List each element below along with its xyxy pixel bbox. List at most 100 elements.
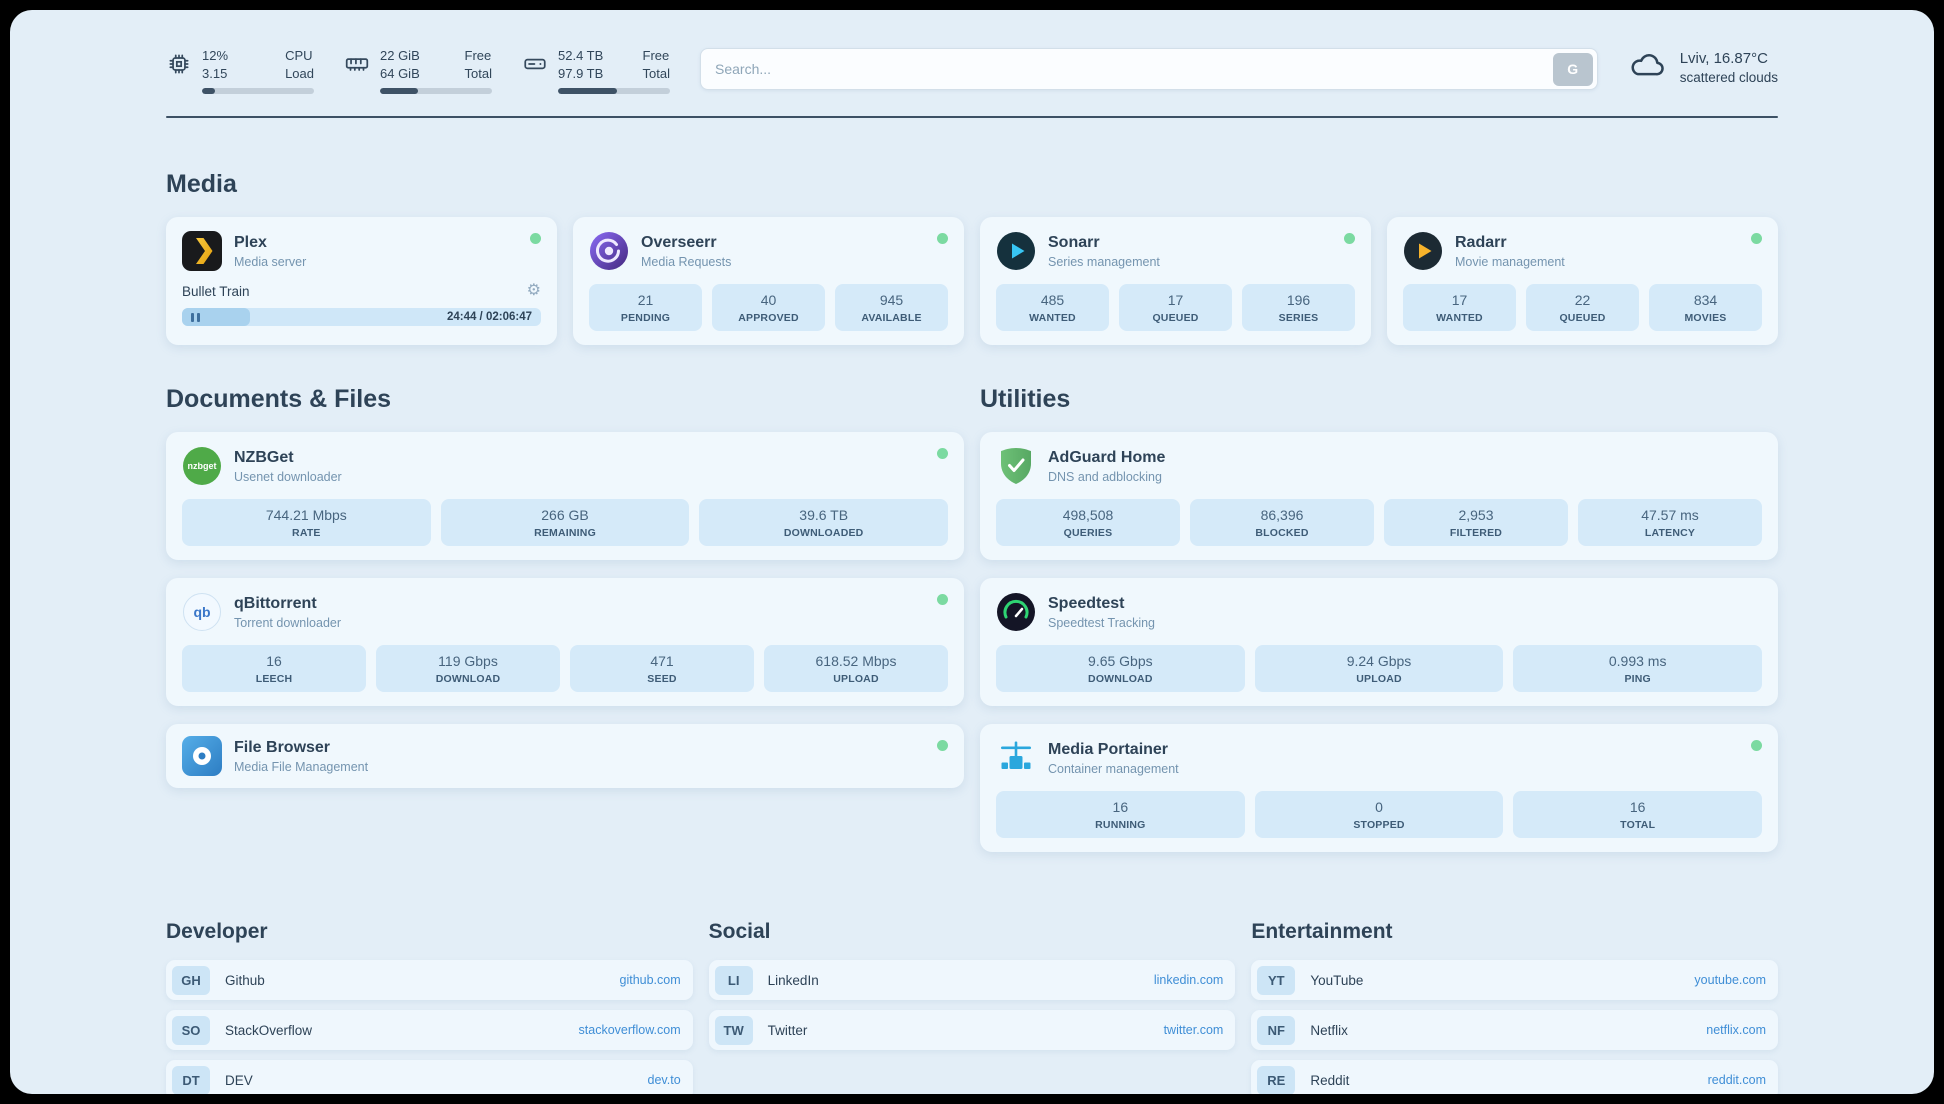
bookmark-stackoverflow[interactable]: SO StackOverflow stackoverflow.com [166,1010,693,1050]
stat-label: MOVIES [1684,312,1727,324]
portainer-icon [996,738,1036,778]
bookmark-url[interactable]: stackoverflow.com [578,1023,681,1037]
stat-value: 471 [650,653,674,669]
stat-value: 47.57 ms [1641,507,1699,523]
app-card-radarr[interactable]: Radarr Movie management 17 WANTED 22 QUE… [1387,217,1778,345]
app-name: NZBGet [234,448,294,466]
stat-value: 0 [1375,799,1383,815]
disk-widget: 52.4 TB 97.9 TB Free Total [522,48,670,94]
pause-icon[interactable] [191,308,200,326]
stat-label: AVAILABLE [861,312,922,324]
stat-label: UPLOAD [833,673,879,685]
app-name: Radarr [1455,233,1507,251]
app-title-block: Speedtest Speedtest Tracking [1048,595,1155,630]
stat-tile: 119 Gbps DOWNLOAD [376,645,560,692]
app-card-portainer[interactable]: Media Portainer Container management 16 … [980,724,1778,852]
bookmark-url[interactable]: linkedin.com [1153,973,1224,987]
bookmark-reddit[interactable]: RE Reddit reddit.com [1251,1060,1778,1094]
app-name: File Browser [234,738,331,756]
search-input[interactable] [715,61,1553,77]
bookmark-netflix[interactable]: NF Netflix netflix.com [1251,1010,1778,1050]
app-title-block: Plex Media server [234,234,306,269]
gear-icon[interactable]: ⚙ [526,282,541,299]
utilities-column: Utilities AdGuard Home [980,345,1778,852]
app-subtitle: Media server [234,254,307,269]
app-card-adguard[interactable]: AdGuard Home DNS and adblocking 498,508 … [980,432,1778,560]
app-card-plex[interactable]: Plex Media server Bullet Train ⚙ 24:44 /… [166,217,557,345]
stats-row: 498,508 QUERIES 86,396 BLOCKED 2,953 FIL… [996,499,1762,546]
app-header: File Browser Media File Management [182,736,948,776]
memory-labels: Free Total [465,48,492,81]
bookmark-name: YouTube [1310,972,1364,988]
documents-column: Documents & Files nzbget NZBGet Usenet d… [166,345,964,788]
memory-label-top: Free [464,48,492,63]
stat-tile: 945 AVAILABLE [835,284,948,331]
plex-icon [182,231,222,271]
stat-value: 16 [1112,799,1129,815]
bookmark-url[interactable]: reddit.com [1707,1073,1766,1087]
bookmark-youtube[interactable]: YT YouTube youtube.com [1251,960,1778,1000]
dashboard-content: 12% 3.15 CPU Load [166,10,1778,1094]
stat-label: QUERIES [1063,527,1113,539]
bookmark-group-developer: Developer GH Github github.com SO StackO… [166,852,693,1094]
stat-tile: 17 QUEUED [1119,284,1232,331]
stat-label: WANTED [1436,312,1483,324]
app-card-overseerr[interactable]: Overseerr Media Requests 21 PENDING 40 A… [573,217,964,345]
stat-value: 21 [637,292,654,308]
app-title-block: AdGuard Home DNS and adblocking [1048,449,1165,484]
cpu-progress-bar [202,88,314,94]
weather-widget: Lviv, 16.87°C scattered clouds [1628,50,1778,85]
app-card-sonarr[interactable]: Sonarr Series management 485 WANTED 17 Q… [980,217,1371,345]
app-card-filebrowser[interactable]: File Browser Media File Management [166,724,964,788]
bookmark-twitter[interactable]: TW Twitter twitter.com [708,1010,1236,1050]
section-title-utilities: Utilities [980,385,1071,413]
stat-value: 119 Gbps [438,653,498,669]
cpu-chip-icon [166,51,192,77]
app-header: Media Portainer Container management [996,738,1762,778]
app-card-nzbget[interactable]: nzbget NZBGet Usenet downloader 744.21 M… [166,432,964,560]
app-header: qb qBittorrent Torrent downloader [182,592,948,632]
section-title-entertainment: Entertainment [1251,920,1393,943]
app-card-qbittorrent[interactable]: qb qBittorrent Torrent downloader 16 LEE… [166,578,964,706]
app-card-speedtest[interactable]: Speedtest Speedtest Tracking 9.65 Gbps D… [980,578,1778,706]
app-subtitle: Speedtest Tracking [1048,615,1156,630]
disk-labels: Free Total [643,48,670,81]
bookmark-abbr: TW [714,1015,753,1045]
app-subtitle: Container management [1048,761,1179,776]
bookmark-name: StackOverflow [225,1022,313,1038]
status-dot [937,448,948,459]
bookmark-url[interactable]: netflix.com [1706,1023,1766,1037]
bookmark-url[interactable]: dev.to [647,1073,681,1087]
stat-tile: 21 PENDING [589,284,702,331]
bookmark-name: LinkedIn [767,972,819,988]
search-engine-button[interactable]: G [1552,52,1593,86]
stats-row: 17 WANTED 22 QUEUED 834 MOVIES [1403,284,1762,331]
stat-value: 16 [1629,799,1646,815]
bookmark-url[interactable]: youtube.com [1694,973,1766,987]
app-header: Speedtest Speedtest Tracking [996,592,1762,632]
search-bar[interactable]: G [700,48,1598,90]
bookmark-url[interactable]: twitter.com [1163,1023,1224,1037]
stat-label: APPROVED [738,312,799,324]
app-header: AdGuard Home DNS and adblocking [996,446,1762,486]
app-name: qBittorrent [234,594,317,612]
bookmark-github[interactable]: GH Github github.com [166,960,693,1000]
bookmark-url[interactable]: github.com [619,973,681,987]
app-subtitle: Media Requests [641,254,732,269]
stats-row: 744.21 Mbps RATE 266 GB REMAINING 39.6 T… [182,499,949,546]
stat-value: 834 [1693,292,1718,308]
stat-tile: 471 SEED [570,645,754,692]
app-subtitle: Movie management [1455,254,1565,269]
bookmarks-grid: Developer GH Github github.com SO StackO… [166,852,1778,1094]
stat-value: 9.24 Gbps [1346,653,1412,669]
bookmark-dev[interactable]: DT DEV dev.to [166,1060,693,1094]
svg-text:nzbget: nzbget [188,461,217,471]
radarr-icon [1403,231,1443,271]
ram-icon [344,51,370,77]
app-name: Plex [234,233,267,251]
app-subtitle: Torrent downloader [234,615,342,630]
stat-tile: 16 RUNNING [996,791,1245,838]
filebrowser-icon [182,736,222,776]
bookmark-linkedin[interactable]: LI LinkedIn linkedin.com [708,960,1236,1000]
playback-progress-bar[interactable]: 24:44 / 02:06:47 [182,308,541,326]
